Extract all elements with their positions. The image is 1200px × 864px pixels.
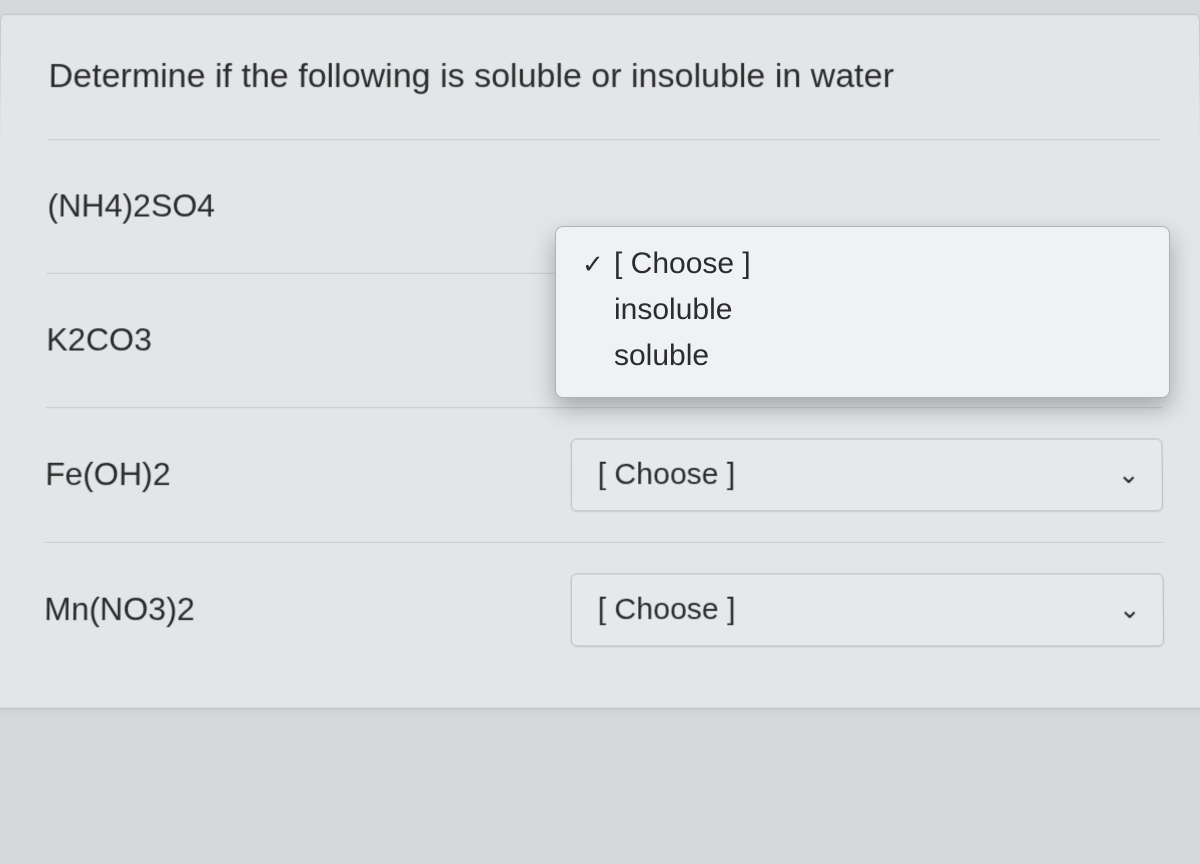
- select-value: [ Choose ]: [598, 457, 736, 491]
- compound-label: Fe(OH)2: [45, 456, 570, 493]
- check-icon: ✓: [582, 249, 612, 280]
- select-value: [ Choose ]: [598, 592, 736, 627]
- select-wrap: [ Choose ] ⌄: [570, 573, 1164, 646]
- dropdown-option[interactable]: insoluble: [578, 287, 1151, 333]
- compound-label: K2CO3: [46, 321, 570, 358]
- dropdown-option-selected[interactable]: ✓ [ Choose ]: [578, 241, 1151, 287]
- open-dropdown[interactable]: ✓ [ Choose ] insoluble soluble: [555, 226, 1170, 398]
- compound-label: (NH4)2SO4: [47, 187, 570, 224]
- compound-label: Mn(NO3)2: [44, 591, 570, 629]
- compound-row: Mn(NO3)2 [ Choose ] ⌄: [44, 541, 1164, 646]
- dropdown-option[interactable]: soluble: [578, 333, 1151, 379]
- choose-select[interactable]: [ Choose ] ⌄: [570, 573, 1164, 646]
- compound-row: Fe(OH)2 [ Choose ] ⌄: [45, 407, 1164, 542]
- dropdown-option-label: insoluble: [612, 293, 732, 327]
- select-wrap: [ Choose ] ⌄: [570, 438, 1163, 511]
- question-text: Determine if the following is soluble or…: [48, 53, 1159, 101]
- dropdown-option-label: soluble: [612, 339, 709, 373]
- chevron-down-icon: ⌄: [1118, 459, 1140, 490]
- dropdown-option-label: [ Choose ]: [612, 247, 751, 281]
- chevron-down-icon: ⌄: [1119, 594, 1141, 626]
- choose-select[interactable]: [ Choose ] ⌄: [570, 438, 1163, 511]
